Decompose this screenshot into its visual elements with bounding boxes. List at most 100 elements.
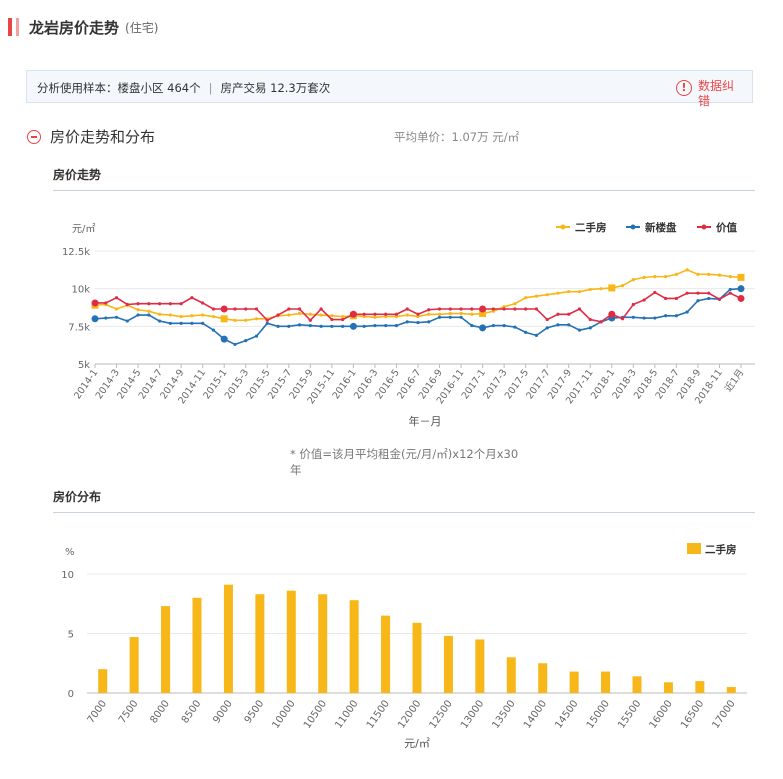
dist-bar <box>349 600 359 693</box>
error-report-link[interactable]: ! 数据纠错 <box>676 79 738 109</box>
trend-point-marker <box>349 312 357 320</box>
trend-x-tick-label: 2017-5 <box>503 367 531 401</box>
dist-bar <box>192 597 202 693</box>
distribution-divider <box>53 512 755 513</box>
trend-point <box>362 312 366 316</box>
trend-point <box>136 308 140 312</box>
trend-point <box>545 293 549 297</box>
trend-point <box>147 309 151 313</box>
trend-y-tick-label: 12.5k <box>62 247 90 258</box>
trend-y-tick-label: 10k <box>71 285 90 296</box>
trend-point <box>319 313 323 317</box>
dist-x-tick-label: 16000 <box>648 698 675 730</box>
trend-point <box>330 314 334 318</box>
trend-point-marker <box>220 305 228 313</box>
trend-point <box>190 296 194 300</box>
trend-point <box>599 320 603 324</box>
trend-point <box>125 303 129 307</box>
page-subtitle: (住宅) <box>125 20 159 35</box>
trend-point <box>567 312 571 316</box>
trend-legend-dot <box>560 224 566 230</box>
trend-point <box>308 323 312 328</box>
trend-point <box>664 314 668 318</box>
trend-point <box>147 302 151 306</box>
trend-point <box>513 325 517 329</box>
trend-point <box>674 314 679 318</box>
trend-point <box>211 314 216 319</box>
dist-bar <box>161 606 171 693</box>
trend-point <box>394 323 399 328</box>
title-accent-bar <box>8 18 12 36</box>
trend-point <box>104 301 108 305</box>
trend-point <box>620 284 625 288</box>
trend-point <box>405 313 409 317</box>
dist-x-tick-label: 11500 <box>365 698 392 730</box>
trend-point <box>696 291 700 295</box>
dist-y-tick-label: 5 <box>68 630 74 641</box>
trend-point <box>136 302 140 306</box>
dist-x-tick-label: 10000 <box>270 698 297 730</box>
trend-point <box>384 323 388 328</box>
trend-x-tick-label: 2016-7 <box>395 367 423 401</box>
dist-y-axis-label: % <box>65 547 75 558</box>
trend-point <box>179 321 183 325</box>
trend-x-tick-label: 2015-3 <box>223 367 251 401</box>
trend-x-tick-label: 2016-11 <box>435 367 467 406</box>
trend-point-marker <box>349 310 357 318</box>
trend-legend-dot <box>701 224 707 230</box>
dist-bar <box>255 594 265 693</box>
section-header[interactable]: 房价走势和分布 <box>27 126 155 147</box>
trend-point <box>233 318 237 322</box>
collapse-icon[interactable] <box>27 129 41 144</box>
trend-point <box>373 312 377 316</box>
dist-x-tick-label: 8000 <box>148 698 172 725</box>
trend-series-line <box>94 268 742 322</box>
distribution-subtitle: 房价分布 <box>53 490 102 504</box>
trend-point <box>545 317 549 322</box>
trend-point <box>427 312 431 316</box>
trend-legend-label: 新楼盘 <box>645 221 677 234</box>
trend-point <box>308 312 312 316</box>
trend-x-tick-label: 2014-5 <box>115 367 143 401</box>
dist-x-tick-label: 15000 <box>585 698 612 730</box>
trend-point <box>254 307 259 311</box>
dist-x-axis-label: 元/㎡ <box>404 737 430 750</box>
trend-point <box>717 297 722 301</box>
dist-x-tick-label: 13500 <box>490 698 517 730</box>
error-report-label: 数据纠错 <box>698 79 735 108</box>
trend-point <box>244 318 248 322</box>
dist-bar <box>538 663 548 693</box>
trend-point <box>114 315 119 319</box>
dist-x-tick-label: 12500 <box>428 698 455 730</box>
value-footnote: * 价值=该月平均租金(元/月/㎡)x12个月x30年 <box>290 447 519 477</box>
dist-x-tick-label: 14000 <box>522 698 549 730</box>
dist-y-tick-label: 10 <box>61 570 74 581</box>
page-title: 龙岩房价走势 <box>29 18 120 37</box>
trend-point <box>620 317 625 321</box>
trend-x-tick-label: 2018-5 <box>632 367 660 401</box>
trend-point <box>265 321 269 325</box>
trend-point <box>599 320 603 324</box>
trend-point <box>674 296 679 301</box>
trend-point <box>297 311 302 316</box>
trend-x-tick-label: 2017-9 <box>546 367 574 401</box>
trend-point <box>147 313 151 317</box>
trend-point-marker <box>91 315 99 323</box>
trend-point-marker <box>479 324 487 332</box>
trend-point <box>158 319 162 323</box>
sample-info-box: 分析使用样本：楼盘小区 464个 | 房产交易 12.3万套次 <box>26 70 753 103</box>
trend-point <box>201 313 205 317</box>
trend-point <box>427 308 431 312</box>
trend-x-tick-label: 2014-9 <box>158 367 186 401</box>
dist-bar <box>381 615 391 693</box>
trend-point <box>384 312 388 316</box>
trend-point <box>104 302 108 307</box>
trend-series-line <box>95 291 742 323</box>
trend-x-tick-label: 2015-7 <box>266 367 294 401</box>
trend-point <box>297 307 302 311</box>
trend-point <box>545 326 549 330</box>
trend-point <box>373 315 377 319</box>
trend-point <box>448 307 452 311</box>
trend-x-tick-label: 2018-3 <box>610 367 638 401</box>
